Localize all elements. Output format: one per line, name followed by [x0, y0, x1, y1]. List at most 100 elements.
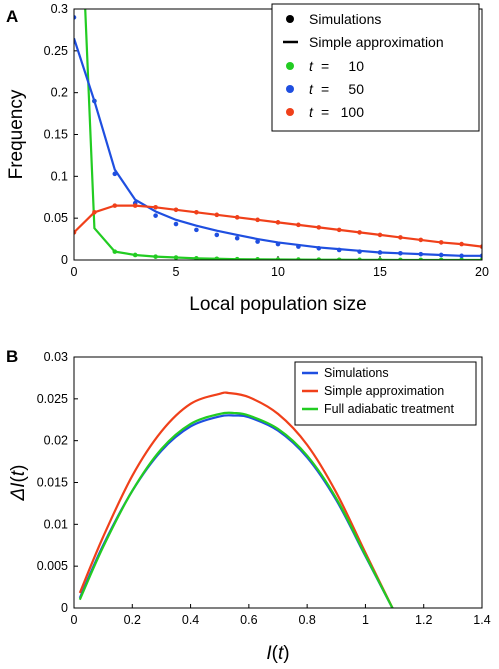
simulation-point: [194, 256, 199, 260]
simulation-point: [438, 257, 444, 260]
y-tick-label: 0.02: [44, 434, 68, 448]
simulation-point: [132, 203, 138, 208]
x-tick-label: 0: [71, 265, 78, 279]
simulation-point: [153, 204, 158, 210]
x-tick-label: 1: [362, 613, 369, 627]
simulation-point: [459, 253, 464, 259]
legend: Simulations Simple approximation t = 10 t = 50 t…: [271, 3, 480, 132]
y-tick-label: 0: [61, 601, 68, 615]
simulation-point: [316, 225, 322, 230]
simulation-point: [377, 232, 383, 238]
series-line: [78, 411, 394, 608]
simulation-point: [479, 244, 482, 249]
simulation-point: [173, 221, 179, 227]
simulation-point: [234, 256, 240, 260]
legend: Simulations Simple approximation Full adia…: [294, 361, 477, 426]
chart-panel-b: 0 0.2 0.4 0.6 0.8 1 1.2 1.4 0 0.005 0.01 0.015 0.02 0…: [8, 350, 491, 664]
simulation-point: [132, 252, 138, 258]
plot-frame: [73, 356, 483, 609]
simulation-point: [214, 256, 220, 260]
legend-equals: =: [321, 104, 329, 120]
plot-area: [78, 391, 394, 608]
y-tick-label: 0.05: [44, 211, 68, 225]
legend-equals: =: [321, 81, 329, 97]
y-axis-arg: t: [8, 470, 29, 476]
simulation-point: [275, 241, 281, 247]
simulation-point: [459, 241, 464, 247]
y-tick-label: 0.2: [51, 86, 68, 100]
simulation-point: [398, 257, 403, 260]
simulation-point: [418, 251, 424, 257]
x-tick-label: 0.4: [182, 613, 199, 627]
simulation-point: [418, 237, 424, 243]
simulation-point: [112, 203, 118, 208]
panel-label-b: B: [6, 347, 18, 366]
legend-marker: [286, 62, 294, 70]
legend-value: 50: [348, 81, 364, 97]
panel-label-a: A: [6, 7, 18, 26]
simulation-point: [214, 232, 220, 238]
legend-marker: [286, 15, 294, 23]
y-axis-title: ΔI(t): [8, 465, 29, 502]
simulation-point: [173, 207, 179, 213]
simulation-point: [92, 98, 97, 104]
y-tick-label: 0.15: [44, 128, 68, 142]
simulation-point: [234, 215, 240, 220]
legend-value: 100: [341, 104, 365, 120]
simulation-point: [438, 252, 444, 258]
x-tick-label: 5: [173, 265, 180, 279]
x-axis-title: I(t): [266, 643, 289, 664]
x-tick-label: 10: [271, 265, 285, 279]
y-tick-label: 0.03: [44, 350, 68, 364]
simulation-point: [398, 251, 403, 256]
x-tick-label: 1.2: [415, 613, 432, 627]
x-tick-label: 0.6: [240, 613, 257, 627]
simulation-point: [357, 249, 362, 254]
y-tick-label: 0.01: [44, 517, 68, 531]
y-axis-paren-open: (: [8, 475, 29, 482]
legend-equals: =: [321, 58, 329, 74]
legend-t-symbol: t: [309, 58, 314, 74]
simulation-point: [255, 257, 260, 260]
y-tick-label: 0.3: [51, 2, 68, 16]
y-tick-label: 0.025: [37, 392, 68, 406]
legend-box: [271, 3, 480, 132]
simulation-point: [357, 257, 362, 260]
simulation-point: [153, 254, 158, 259]
simulation-point: [398, 235, 403, 240]
simulation-point: [438, 240, 444, 245]
legend-label: Full adiabatic treatment: [324, 402, 454, 416]
simulation-point: [255, 217, 260, 223]
x-tick-label: 20: [475, 265, 489, 279]
x-axis-arg: t: [278, 643, 284, 664]
y-axis-paren-close: ): [8, 465, 29, 471]
legend-label: Simulations: [324, 366, 389, 380]
simulation-point: [173, 255, 179, 260]
legend-t-symbol: t: [309, 81, 314, 97]
simulation-point: [194, 210, 199, 215]
simulation-point: [275, 257, 281, 260]
simulation-point: [194, 227, 199, 233]
x-tick-label: 0.2: [124, 613, 141, 627]
simulation-point: [296, 244, 301, 249]
simulation-point: [153, 213, 158, 218]
x-axis-title: Local population size: [189, 294, 366, 315]
simulation-point: [214, 212, 220, 218]
simulation-point: [357, 230, 362, 235]
legend-value: 10: [348, 58, 364, 74]
y-tick-label: 0.1: [51, 169, 68, 183]
simulation-point: [377, 250, 383, 255]
legend-marker: [286, 85, 294, 93]
simulation-point: [112, 171, 118, 177]
series-line: [78, 391, 394, 608]
y-axis-var: ΔI: [8, 482, 29, 502]
simulation-point: [479, 253, 482, 259]
y-tick-label: 0.015: [37, 476, 68, 490]
y-axis-title: Frequency: [6, 89, 27, 179]
simulation-point: [418, 257, 424, 260]
x-tick-label: 1.4: [473, 613, 490, 627]
simulation-point: [112, 249, 118, 254]
simulation-point: [92, 210, 97, 215]
simulation-point: [336, 257, 342, 260]
